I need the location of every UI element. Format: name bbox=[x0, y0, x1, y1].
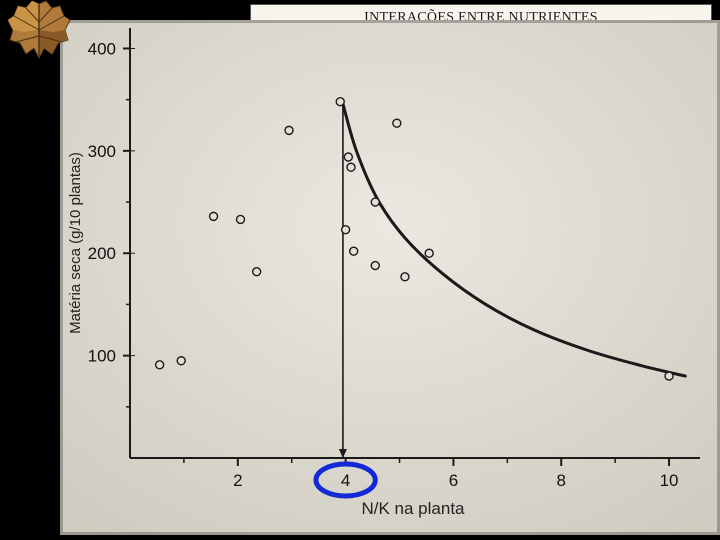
svg-text:4: 4 bbox=[341, 471, 350, 490]
slide-root: INTERAÇÕES ENTRE NUTRIENTES 100200300400… bbox=[0, 0, 720, 540]
svg-text:10: 10 bbox=[660, 471, 679, 490]
chart-svg: 100 200 300 400 2 4 6 8 10 Matéria seca (g/10 pla… bbox=[60, 20, 720, 535]
svg-text:N/K na planta: N/K na planta bbox=[361, 499, 465, 518]
svg-text:400: 400 bbox=[88, 39, 116, 58]
chart-container: 100 200 300 400 2 4 6 8 10 Matéria seca (g/10 pla… bbox=[60, 20, 720, 535]
svg-text:Matéria seca (g/10 plantas): Matéria seca (g/10 plantas) bbox=[67, 152, 84, 334]
leaf-icon bbox=[4, 0, 74, 60]
svg-text:8: 8 bbox=[557, 471, 566, 490]
svg-text:100: 100 bbox=[88, 347, 116, 366]
svg-text:6: 6 bbox=[449, 471, 458, 490]
svg-text:200: 200 bbox=[88, 244, 116, 263]
svg-text:300: 300 bbox=[88, 142, 116, 161]
svg-text:2: 2 bbox=[233, 471, 242, 490]
